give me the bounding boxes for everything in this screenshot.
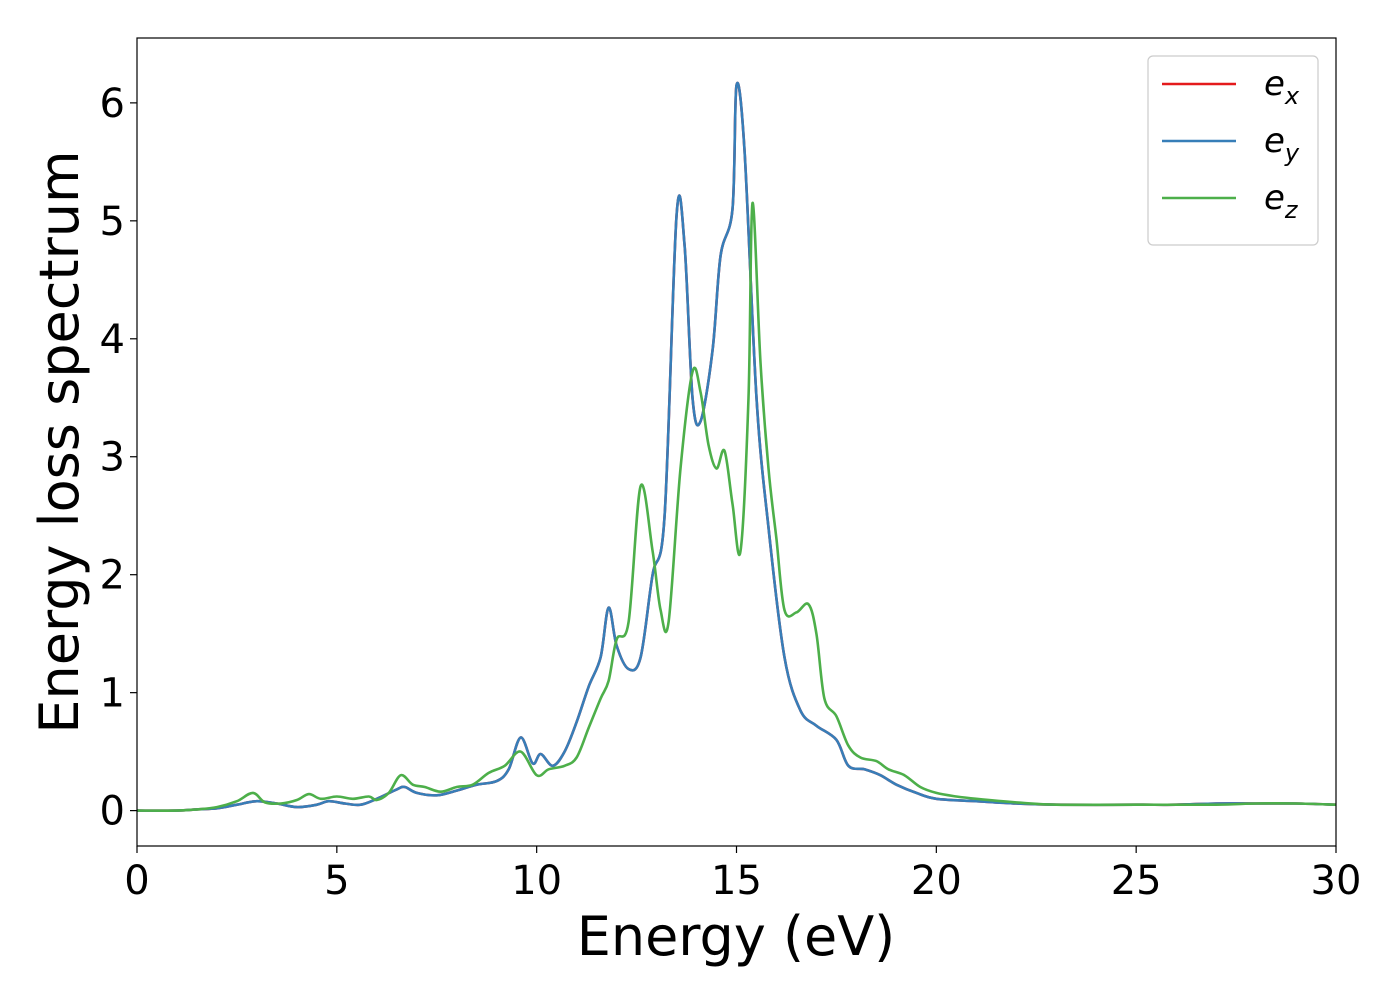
- legend-label-subscript: y: [1284, 139, 1300, 167]
- x-tick-label: 30: [1311, 858, 1362, 904]
- x-axis-title: Energy (eV): [577, 905, 896, 968]
- series-layer: [136, 81, 1337, 812]
- legend-label: ez: [1264, 178, 1299, 224]
- series-line-ez: [136, 201, 1337, 812]
- y-tick-label: 6: [100, 81, 125, 127]
- y-axis-title: Energy loss spectrum: [28, 150, 91, 733]
- y-tick-label: 4: [100, 317, 125, 363]
- x-tick-label: 5: [324, 858, 349, 904]
- y-tick-label: 1: [100, 671, 125, 717]
- legend-label-subscript: x: [1284, 82, 1300, 110]
- x-tick-label: 10: [511, 858, 562, 904]
- y-axis-ticks: 0 1 2 3 4 5 6: [100, 81, 137, 835]
- y-tick-label: 2: [100, 553, 125, 599]
- y-tick-label: 5: [100, 199, 125, 245]
- x-axis-ticks: 0 5 10 15 20 25 30: [124, 846, 1361, 904]
- legend-label-subscript: z: [1284, 196, 1299, 224]
- x-tick-label: 0: [124, 858, 149, 904]
- x-tick-label: 20: [911, 858, 962, 904]
- x-tick-label: 15: [711, 858, 762, 904]
- y-tick-label: 3: [100, 435, 125, 481]
- y-tick-label: 0: [100, 789, 125, 835]
- x-tick-label: 25: [1111, 858, 1162, 904]
- series-line-ey: [136, 81, 1337, 812]
